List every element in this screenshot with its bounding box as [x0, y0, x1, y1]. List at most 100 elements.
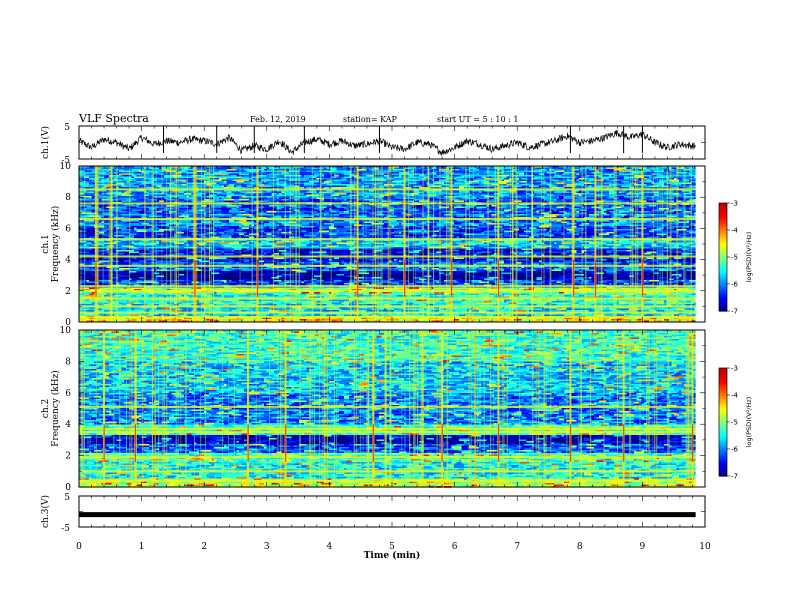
spectrogram-cell — [506, 215, 509, 218]
spectrogram-cell — [519, 173, 524, 176]
spectrogram-cell — [281, 212, 284, 215]
spectrogram-cell — [559, 205, 564, 207]
spectrogram-cell — [319, 178, 324, 180]
spectrogram-cell — [674, 193, 679, 195]
spectrogram-cell — [579, 170, 587, 173]
spectrogram-cell — [229, 211, 234, 213]
spectrogram-cell — [601, 209, 607, 212]
spectrogram-cell — [364, 190, 369, 192]
spectrogram-cell — [454, 173, 462, 176]
spectrogram-cell — [389, 220, 397, 222]
spectrogram-cell — [354, 173, 364, 176]
spectrogram-cell — [556, 182, 564, 185]
spectrogram-cell — [124, 182, 134, 185]
spectrogram-cell — [144, 221, 154, 224]
spectrogram-cell — [481, 175, 489, 177]
spectrogram-cell — [549, 166, 559, 168]
spectrogram-cell — [594, 175, 599, 177]
spectrogram-cell — [84, 176, 89, 179]
spectrogram-cell — [424, 175, 427, 177]
spectrogram-cell — [431, 205, 439, 207]
spectrogram-cell — [254, 178, 264, 180]
spectrogram-cell — [186, 208, 192, 210]
spectrogram-cell — [221, 205, 227, 207]
spectrogram-cell — [291, 181, 297, 183]
spectrogram-cell — [541, 200, 547, 203]
spectrogram-cell — [339, 185, 347, 188]
spectrogram-cell — [299, 172, 302, 174]
spectrogram-cell — [419, 190, 424, 192]
spectrogram-cell — [619, 172, 624, 174]
spectrogram-cell — [386, 179, 394, 182]
spectrogram-cell — [344, 211, 349, 213]
spectrogram-cell — [136, 191, 139, 194]
spectrogram-cell — [526, 184, 529, 186]
spectrogram-cell — [616, 166, 624, 168]
spectrogram-cell — [554, 191, 564, 194]
spectrogram-cell — [579, 190, 582, 192]
spectrogram-cell — [521, 181, 527, 183]
spectrogram-cell — [621, 217, 629, 219]
spectrogram-cell — [194, 191, 202, 194]
spectrogram-cell — [214, 209, 222, 212]
spectrogram-cell — [626, 220, 634, 222]
spectrogram-cell — [549, 212, 557, 215]
spectrogram-cell — [569, 209, 572, 212]
spectrogram-cell — [589, 214, 599, 216]
spectrogram-cell — [264, 169, 267, 171]
spectrogram-cell — [244, 182, 252, 185]
spectrogram-cell — [409, 206, 412, 209]
spectrogram-cell — [584, 184, 594, 186]
spectrogram-cell — [531, 220, 537, 222]
spectrogram-cell — [206, 193, 217, 195]
spectrogram-cell — [349, 175, 354, 177]
spectrogram-cell — [536, 170, 542, 173]
spectrogram-cell — [234, 166, 239, 168]
spectrogram-cell — [361, 194, 364, 197]
spectrogram-cell — [546, 181, 554, 183]
spectrogram-cell — [534, 176, 542, 179]
spectrogram-cell — [96, 190, 107, 192]
spectrogram-cell — [461, 173, 469, 176]
spectrogram-cell — [504, 178, 509, 180]
spectrogram-cell — [156, 223, 167, 225]
spectrogram-cell — [504, 187, 514, 189]
spectrogram-cell — [229, 215, 234, 218]
spectrogram-cell — [436, 175, 447, 177]
spectrogram-cell — [146, 185, 149, 188]
spectrogram-cell — [81, 212, 92, 215]
spectrogram-cell — [659, 199, 667, 201]
spectrogram-cell — [601, 191, 609, 194]
spectrogram-cell — [109, 212, 112, 215]
spectrogram-cell — [624, 166, 634, 168]
spectrogram-cell — [621, 205, 624, 207]
spectrogram-cell — [651, 179, 659, 182]
spectrogram-cell — [439, 206, 449, 209]
spectrogram-cell — [206, 200, 214, 203]
spectrogram-cell — [461, 209, 469, 212]
spectrogram-cell — [269, 167, 277, 170]
spectrogram-cell — [156, 179, 167, 182]
spectrogram-cell — [489, 173, 497, 176]
spectrogram-cell — [179, 190, 187, 192]
spectrogram-cell — [424, 220, 429, 222]
spectrogram-cell — [681, 178, 687, 180]
spectrogram-cell — [144, 197, 149, 200]
spectrogram-cell — [414, 185, 422, 188]
spectrogram-cell — [284, 220, 294, 222]
spectrogram-cell — [419, 209, 429, 212]
spectrogram-cell — [564, 170, 574, 173]
spectrogram-cell — [79, 172, 89, 174]
spectrogram-cell — [89, 185, 94, 188]
spectrogram-cell — [89, 182, 92, 185]
spectrogram-cell — [539, 211, 544, 213]
spectrogram-cell — [246, 220, 257, 222]
spectrogram-cell — [139, 212, 147, 215]
spectrogram-cell — [624, 209, 629, 212]
spectrogram-cell — [611, 185, 617, 188]
spectrogram-cell — [249, 170, 259, 173]
spectrogram-cell — [621, 176, 624, 179]
spectrogram-cell — [371, 223, 379, 225]
spectrogram-cell — [404, 211, 409, 213]
spectrogram-cell — [501, 205, 507, 207]
